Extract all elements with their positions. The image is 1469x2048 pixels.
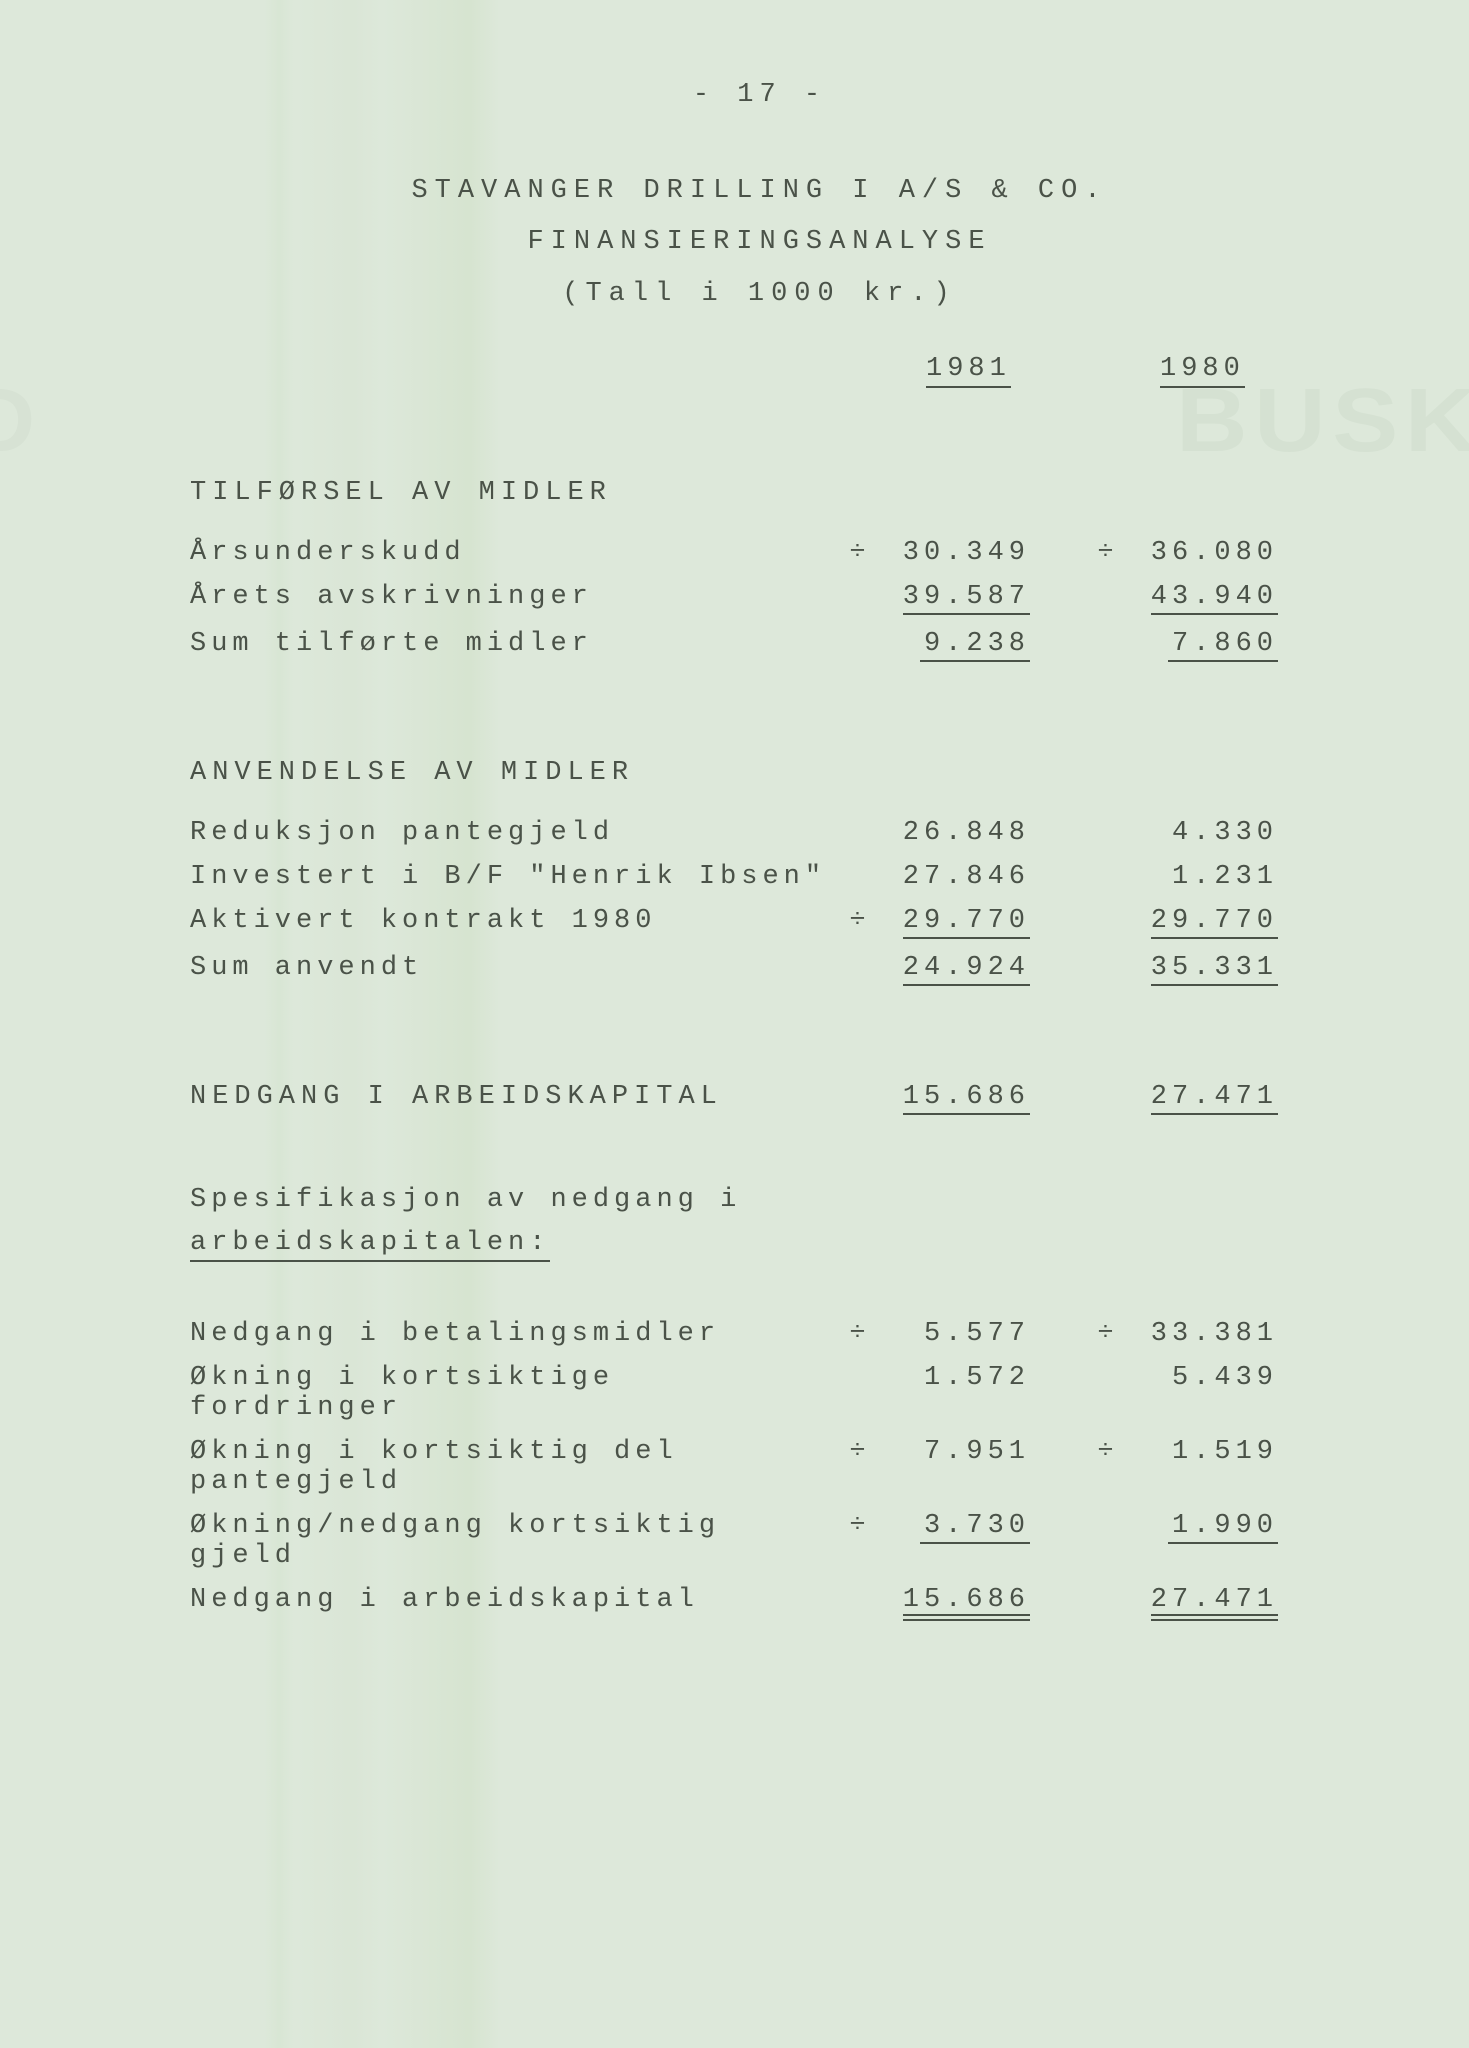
table-row: Årsunderskudd ÷ 30.349 ÷ 36.080 bbox=[190, 538, 1329, 568]
section-heading-nedgang: NEDGANG I ARBEIDSKAPITAL bbox=[190, 1082, 840, 1112]
column-headers: 1981 1980 bbox=[190, 354, 1329, 388]
title-block: STAVANGER DRILLING I A/S & CO. FINANSIER… bbox=[190, 166, 1329, 320]
value-1980: 36.080 bbox=[1128, 538, 1286, 568]
table-row: Investert i B/F "Henrik Ibsen" 27.846 1.… bbox=[190, 862, 1329, 892]
minus-sign: ÷ bbox=[840, 906, 880, 936]
value-1981: 5.577 bbox=[880, 1319, 1038, 1349]
row-label: Årsunderskudd bbox=[190, 538, 840, 568]
title-line-1: STAVANGER DRILLING I A/S & CO. bbox=[190, 166, 1329, 217]
minus-sign: ÷ bbox=[1088, 1437, 1128, 1467]
value-1981: 39.587 bbox=[880, 582, 1038, 615]
value-1980: 27.471 bbox=[1128, 1082, 1286, 1115]
row-label: Nedgang i betalingsmidler bbox=[190, 1319, 840, 1349]
value-1980: 29.770 bbox=[1128, 906, 1286, 939]
table-row: Reduksjon pantegjeld 26.848 4.330 bbox=[190, 818, 1329, 848]
value-1981: 15.686 bbox=[880, 1585, 1038, 1621]
value-1980: 43.940 bbox=[1128, 582, 1286, 615]
row-label: Årets avskrivninger bbox=[190, 582, 840, 612]
row-label: Aktivert kontrakt 1980 bbox=[190, 906, 840, 936]
section-tilforsel: TILFØRSEL AV MIDLER Årsunderskudd ÷ 30.3… bbox=[190, 478, 1329, 662]
minus-sign: ÷ bbox=[840, 1437, 880, 1467]
value-1980: 1.231 bbox=[1128, 862, 1286, 892]
spec-heading-line1: Spesifikasjon av nedgang i bbox=[190, 1185, 741, 1215]
page-number: - 17 - bbox=[190, 80, 1329, 110]
value-1980: 1.990 bbox=[1128, 1511, 1286, 1544]
minus-sign: ÷ bbox=[840, 1319, 880, 1349]
value-1981: 29.770 bbox=[880, 906, 1038, 939]
table-row: Sum anvendt 24.924 35.331 bbox=[190, 953, 1329, 986]
spec-heading: Spesifikasjon av nedgang i arbeidskapita… bbox=[190, 1179, 1329, 1265]
table-row: Nedgang i arbeidskapital 15.686 27.471 bbox=[190, 1585, 1329, 1621]
year-1981: 1981 bbox=[926, 354, 1011, 388]
minus-sign: ÷ bbox=[1088, 1319, 1128, 1349]
value-1980: 7.860 bbox=[1128, 629, 1286, 662]
value-1981: 1.572 bbox=[880, 1363, 1038, 1393]
row-label: Investert i B/F "Henrik Ibsen" bbox=[190, 862, 840, 892]
row-label: Nedgang i arbeidskapital bbox=[190, 1585, 840, 1615]
value-1981: 9.238 bbox=[880, 629, 1038, 662]
table-row: Økning i kortsiktig del pantegjeld ÷ 7.9… bbox=[190, 1437, 1329, 1497]
table-row: Årets avskrivninger 39.587 43.940 bbox=[190, 582, 1329, 615]
title-line-3: (Tall i 1000 kr.) bbox=[190, 269, 1329, 320]
table-row: Nedgang i betalingsmidler ÷ 5.577 ÷ 33.3… bbox=[190, 1319, 1329, 1349]
row-label: Økning/nedgang kortsiktig gjeld bbox=[190, 1511, 840, 1571]
section-nedgang: NEDGANG I ARBEIDSKAPITAL 15.686 27.471 bbox=[190, 1082, 1329, 1115]
row-label: Økning i kortsiktig del pantegjeld bbox=[190, 1437, 840, 1497]
value-1980: 33.381 bbox=[1128, 1319, 1286, 1349]
value-1980: 1.519 bbox=[1128, 1437, 1286, 1467]
row-label: Sum anvendt bbox=[190, 953, 840, 983]
table-row: Økning/nedgang kortsiktig gjeld ÷ 3.730 … bbox=[190, 1511, 1329, 1571]
row-label: Sum tilførte midler bbox=[190, 629, 840, 659]
section-spesifikasjon: Spesifikasjon av nedgang i arbeidskapita… bbox=[190, 1179, 1329, 1621]
table-row: Økning i kortsiktige fordringer 1.572 5.… bbox=[190, 1363, 1329, 1423]
value-1981: 15.686 bbox=[880, 1082, 1038, 1115]
table-row: Sum tilførte midler 9.238 7.860 bbox=[190, 629, 1329, 662]
value-1981: 30.349 bbox=[880, 538, 1038, 568]
value-1980: 27.471 bbox=[1128, 1585, 1286, 1621]
value-1980: 4.330 bbox=[1128, 818, 1286, 848]
section-heading-anvendelse: ANVENDELSE AV MIDLER bbox=[190, 758, 1329, 788]
title-line-2: FINANSIERINGSANALYSE bbox=[190, 217, 1329, 268]
section-heading-tilforsel: TILFØRSEL AV MIDLER bbox=[190, 478, 1329, 508]
row-label: Reduksjon pantegjeld bbox=[190, 818, 840, 848]
minus-sign: ÷ bbox=[1088, 538, 1128, 568]
minus-sign: ÷ bbox=[840, 1511, 880, 1541]
value-1981: 26.848 bbox=[880, 818, 1038, 848]
watermark-left: D bbox=[0, 370, 41, 473]
table-row: NEDGANG I ARBEIDSKAPITAL 15.686 27.471 bbox=[190, 1082, 1329, 1115]
value-1981: 24.924 bbox=[880, 953, 1038, 986]
section-anvendelse: ANVENDELSE AV MIDLER Reduksjon pantegjel… bbox=[190, 758, 1329, 986]
spec-heading-line2: arbeidskapitalen: bbox=[190, 1228, 550, 1262]
minus-sign: ÷ bbox=[840, 538, 880, 568]
value-1981: 7.951 bbox=[880, 1437, 1038, 1467]
table-row: Aktivert kontrakt 1980 ÷ 29.770 29.770 bbox=[190, 906, 1329, 939]
value-1981: 3.730 bbox=[880, 1511, 1038, 1544]
value-1980: 35.331 bbox=[1128, 953, 1286, 986]
document-page: BUSK D - 17 - STAVANGER DRILLING I A/S &… bbox=[0, 0, 1469, 2048]
watermark-right: BUSK bbox=[1176, 370, 1469, 473]
value-1981: 27.846 bbox=[880, 862, 1038, 892]
value-1980: 5.439 bbox=[1128, 1363, 1286, 1393]
row-label: Økning i kortsiktige fordringer bbox=[190, 1363, 840, 1423]
